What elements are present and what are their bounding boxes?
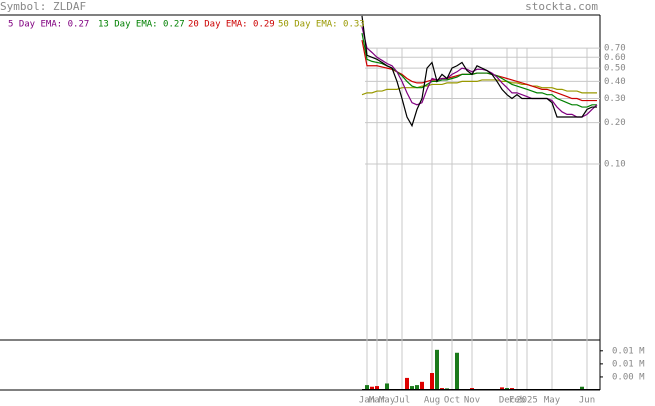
volume-bar — [580, 386, 584, 390]
y-tick-label: 0.01 M — [612, 346, 645, 356]
x-tick-label: May — [544, 396, 561, 406]
legend-entry: 5 Day EMA: 0.27 — [8, 20, 89, 30]
y-tick-label: 0.00 M — [612, 372, 645, 382]
volume-bar — [405, 377, 409, 390]
legend-entry: 13 Day EMA: 0.27 — [98, 20, 185, 30]
volume-bar — [420, 381, 424, 390]
volume-bar — [430, 373, 434, 390]
x-tick-label: Feb — [509, 396, 525, 406]
x-tick-label: Nov — [464, 396, 480, 406]
source: stockta.com — [525, 0, 598, 13]
x-tick-label: Mar — [369, 396, 386, 406]
y-tick-label: 0.20 — [604, 118, 626, 128]
price-line — [361, 26, 598, 118]
x-tick-label: May — [379, 396, 396, 406]
volume-bar — [415, 385, 419, 390]
price-line — [361, 32, 597, 108]
x-tick-label: Oct — [444, 396, 460, 406]
y-tick-label: 0.70 — [604, 44, 626, 54]
volume-bar — [435, 349, 439, 390]
legend-entry: 20 Day EMA: 0.29 — [188, 20, 275, 30]
chart-title: Symbol: ZLDAF — [0, 0, 86, 13]
price-line — [361, 79, 597, 96]
y-tick-label: 0.50 — [604, 64, 626, 74]
volume-bar — [500, 387, 504, 390]
y-tick-label: 0.40 — [604, 77, 626, 87]
volume-bar — [365, 385, 369, 390]
x-tick-label: Dec — [499, 396, 515, 406]
x-tick-label: Jun — [579, 396, 595, 406]
x-tick-label: 2025 — [516, 396, 538, 406]
volume-bar — [385, 383, 389, 390]
x-tick-label: Jul — [394, 396, 410, 406]
x-tick-label: Jan — [359, 396, 375, 406]
x-tick-label: Aug — [424, 396, 440, 406]
volume-bar — [410, 386, 414, 390]
y-tick-label: 0.60 — [604, 53, 626, 63]
y-tick-label: 0.01 M — [612, 359, 645, 369]
y-tick-label: 0.10 — [604, 159, 626, 169]
y-tick-label: 0.30 — [604, 94, 626, 104]
volume-bar — [375, 386, 379, 390]
volume-bar — [455, 352, 459, 390]
volume-bar — [370, 386, 374, 390]
price-line — [361, 15, 597, 128]
legend-entry: 50 Day EMA: 0.33 — [278, 20, 365, 30]
